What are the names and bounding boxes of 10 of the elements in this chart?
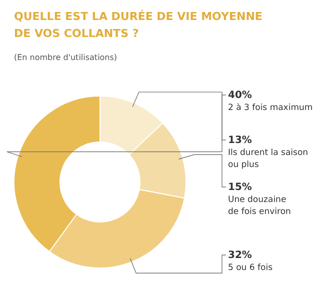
slice-label: Ils durent la saison ou plus bbox=[228, 148, 308, 170]
chart-title: QUELLE EST LA DURÉE DE VIE MOYENNE DE VOS COLLANTS ? bbox=[14, 9, 262, 40]
slice-label: Une douzaine de fois environ bbox=[228, 195, 291, 217]
chart-subtitle: (En nombre d'utilisations) bbox=[14, 53, 118, 62]
data-label: 15% bbox=[228, 182, 252, 193]
data-label: 40% bbox=[228, 90, 252, 101]
data-label: 13% bbox=[228, 135, 252, 146]
data-label: 32% bbox=[228, 250, 252, 261]
slice-label: 2 à 3 fois maximum bbox=[228, 103, 313, 113]
slice-label: 5 ou 6 fois bbox=[228, 263, 274, 273]
